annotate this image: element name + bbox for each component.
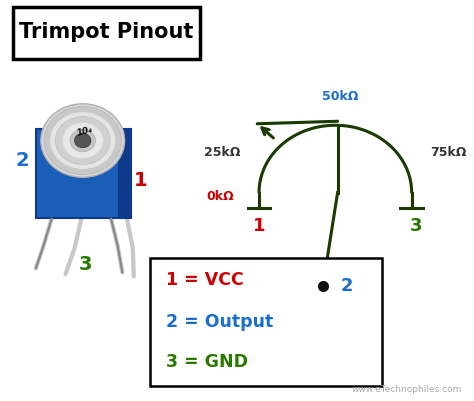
Text: www.eTechnophiles.com: www.eTechnophiles.com — [351, 385, 462, 394]
FancyBboxPatch shape — [150, 258, 382, 386]
Circle shape — [50, 112, 116, 169]
Circle shape — [41, 104, 125, 177]
Text: 2: 2 — [15, 151, 29, 170]
Circle shape — [70, 130, 95, 152]
Text: 75kΩ: 75kΩ — [430, 146, 466, 159]
Circle shape — [62, 123, 103, 158]
Circle shape — [55, 117, 110, 164]
Text: 3: 3 — [410, 217, 422, 235]
Text: 10₄: 10₄ — [76, 125, 94, 138]
Text: 1: 1 — [253, 217, 265, 235]
Text: 1: 1 — [134, 171, 147, 190]
FancyBboxPatch shape — [13, 7, 200, 59]
Circle shape — [44, 107, 121, 174]
Text: 3 = GND: 3 = GND — [165, 353, 247, 371]
Polygon shape — [36, 129, 131, 219]
Text: 3: 3 — [79, 255, 92, 274]
Text: 25kΩ: 25kΩ — [204, 146, 241, 159]
Text: 1 = VCC: 1 = VCC — [165, 271, 243, 290]
Text: 2: 2 — [341, 277, 354, 296]
Text: 50kΩ: 50kΩ — [322, 90, 358, 103]
Circle shape — [74, 134, 91, 148]
Polygon shape — [118, 129, 131, 219]
Text: 2 = Output: 2 = Output — [165, 313, 273, 331]
Text: 0kΩ: 0kΩ — [206, 190, 234, 203]
Text: Trimpot Pinout: Trimpot Pinout — [19, 22, 193, 42]
